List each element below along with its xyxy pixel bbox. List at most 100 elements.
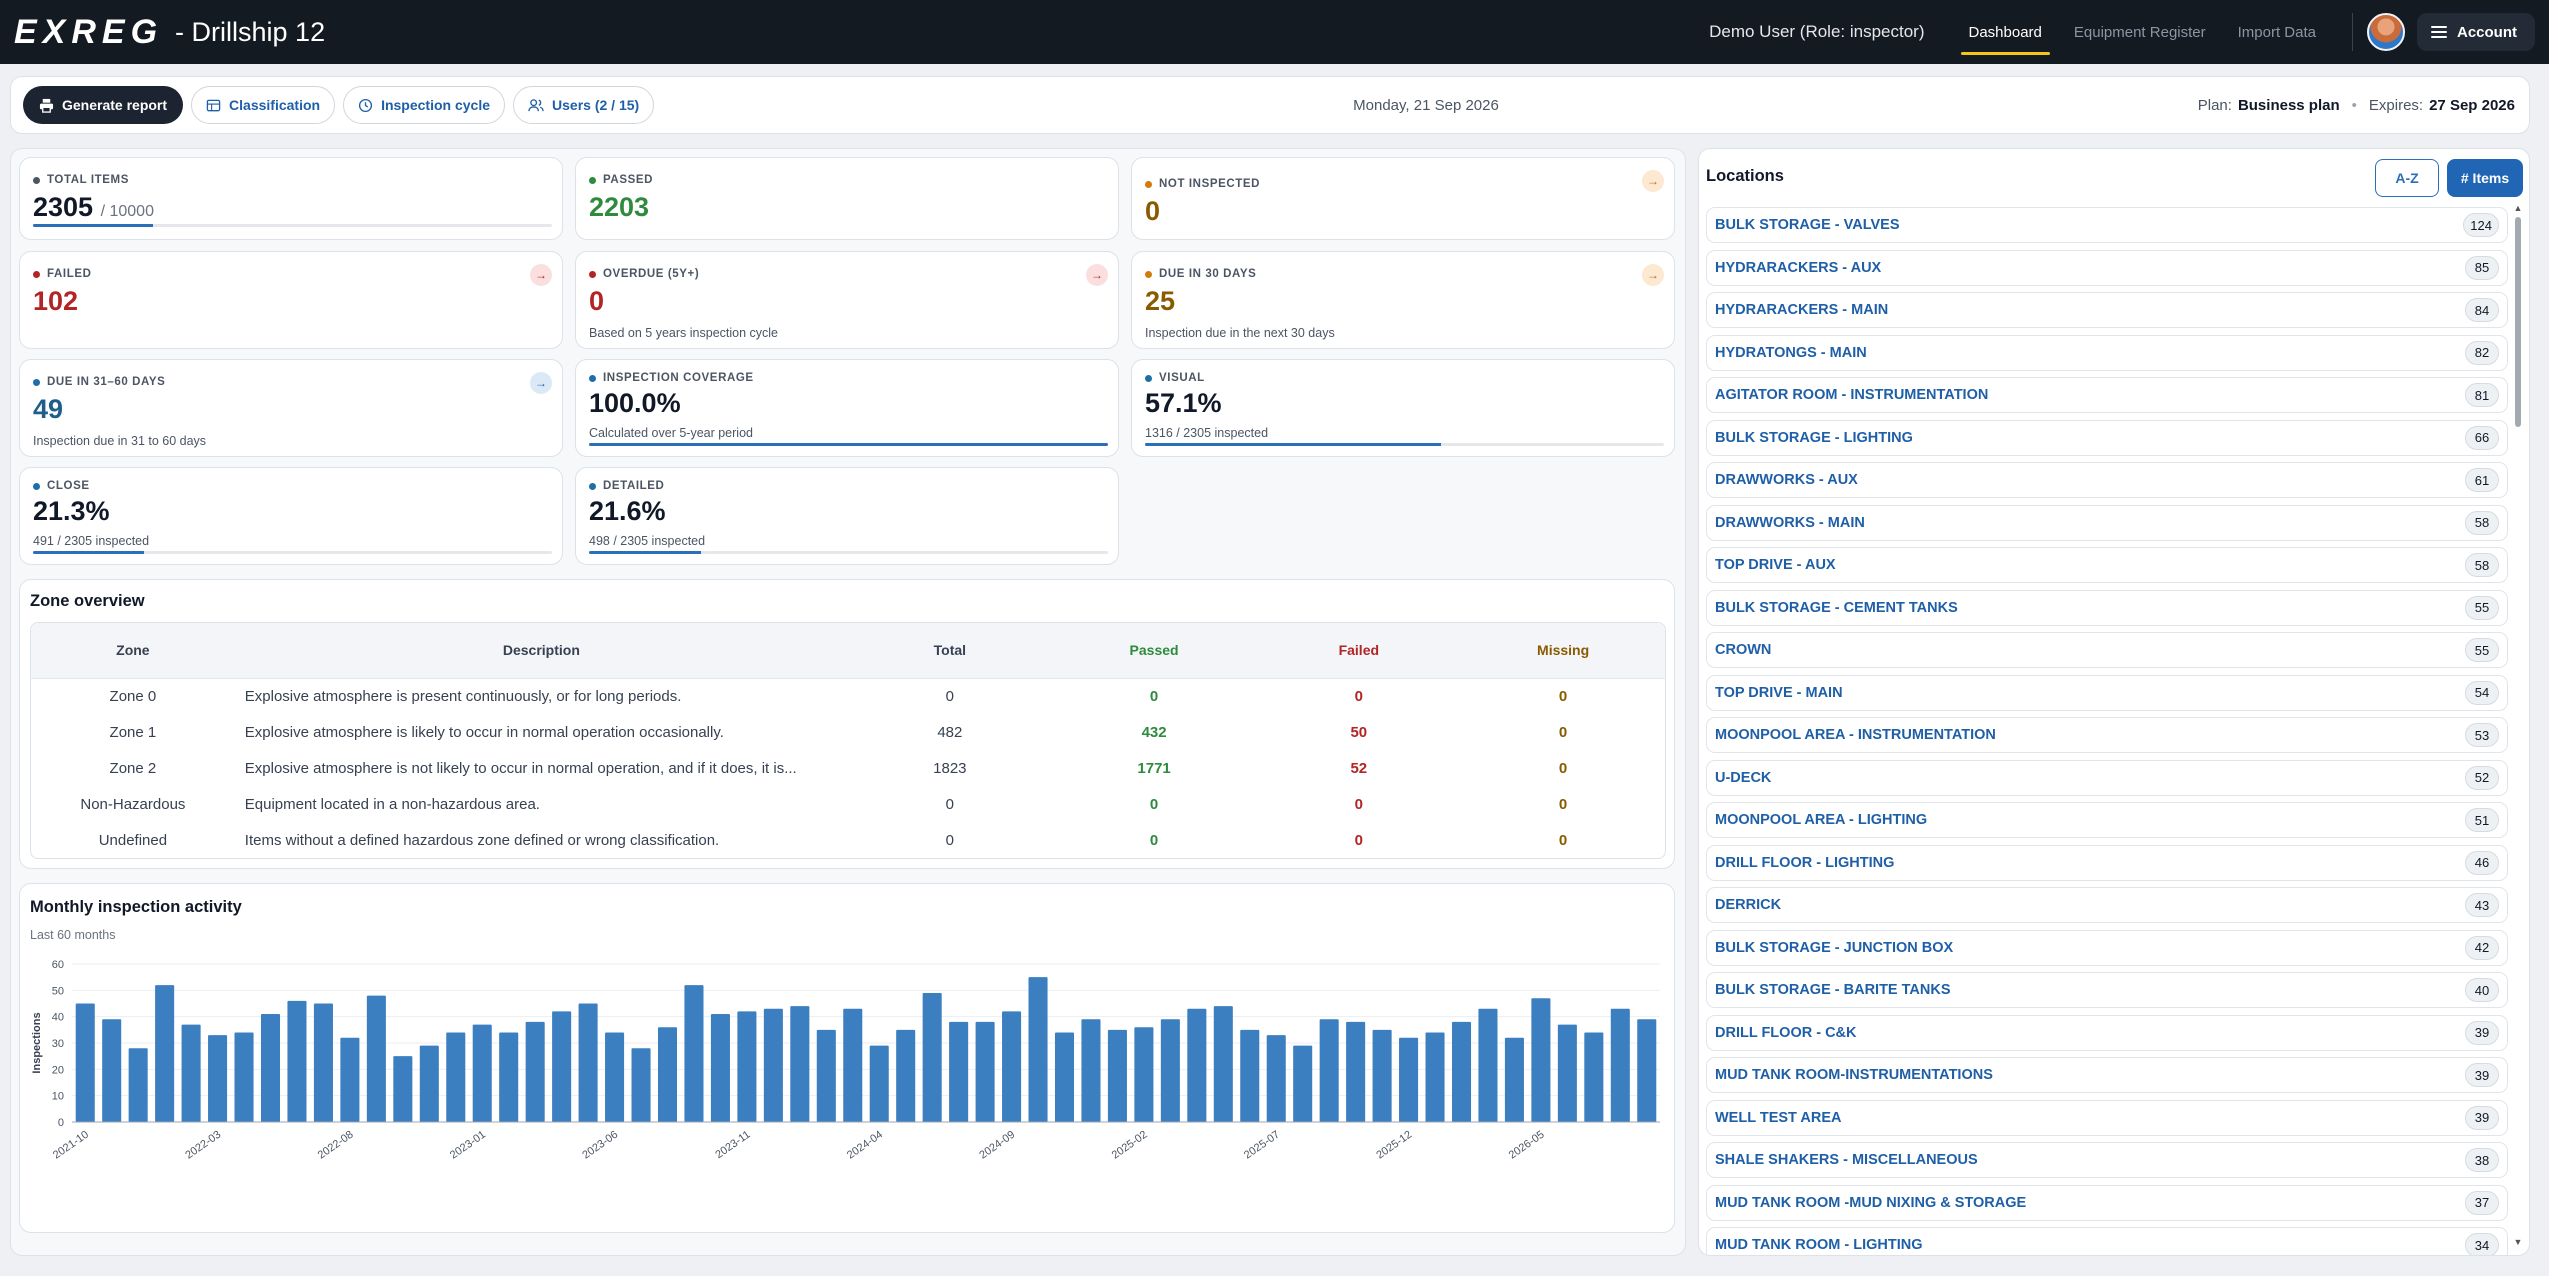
location-name[interactable]: BULK STORAGE - BARITE TANKS	[1715, 982, 1951, 998]
plan-value: Business plan	[2237, 96, 2340, 114]
location-name[interactable]: HYDRATONGS - MAIN	[1715, 344, 1867, 361]
location-name[interactable]: TOP DRIVE - AUX	[1715, 557, 1836, 573]
location-name[interactable]: DRILL FLOOR - LIGHTING	[1715, 854, 1895, 871]
location-name[interactable]: BULK STORAGE - JUNCTION BOX	[1715, 939, 1954, 956]
location-item[interactable]: BULK STORAGE - JUNCTION BOX 42	[1706, 929, 2508, 966]
zone-name: Zone 0	[109, 687, 157, 705]
kpi-label-text: CLOSE	[47, 480, 90, 492]
kpi-card-due-31-60-days[interactable]: DUE IN 31–60 DAYS 49 Inspection due in 3…	[19, 359, 563, 457]
scroll-up-icon[interactable]: ▲	[2513, 203, 2523, 213]
location-item[interactable]: DRILL FLOOR - LIGHTING 46	[1706, 844, 2508, 881]
kpi-label-text: TOTAL ITEMS	[47, 174, 129, 186]
location-name[interactable]: AGITATOR ROOM - INSTRUMENTATION	[1715, 387, 1989, 403]
classification-button[interactable]: Classification	[191, 86, 336, 124]
location-item[interactable]: TOP DRIVE - AUX 58	[1706, 547, 2508, 583]
kpi-value: 0	[589, 286, 605, 316]
location-name[interactable]: DRAWWORKS - MAIN	[1715, 514, 1865, 531]
location-name[interactable]: SHALE SHAKERS - MISCELLANEOUS	[1715, 1152, 1978, 1168]
location-name[interactable]: MUD TANK ROOM-INSTRUMENTATIONS	[1715, 1067, 1993, 1083]
nav-tab-equipment-register[interactable]: Equipment Register	[2073, 23, 2206, 41]
zone-total: 0	[945, 795, 954, 813]
location-name[interactable]: CROWN	[1715, 642, 1772, 658]
location-name[interactable]: TOP DRIVE - MAIN	[1715, 684, 1843, 701]
locations-panel: Locations A-Z # Items BULK STORAGE - VAL…	[1698, 148, 2530, 1256]
location-name[interactable]: MOONPOOL AREA - LIGHTING	[1715, 812, 1928, 828]
bar	[1637, 1019, 1657, 1122]
location-name[interactable]: MOONPOOL AREA - INSTRUMENTATION	[1715, 727, 1996, 743]
location-item[interactable]: CROWN 55	[1706, 632, 2508, 668]
location-item[interactable]: DRILL FLOOR - C&K 39	[1706, 1014, 2508, 1051]
progress-bar	[33, 551, 552, 554]
progress-fill	[589, 551, 702, 554]
kpi-card-due-30-days[interactable]: DUE IN 30 DAYS 25 Inspection due in the …	[1131, 251, 1675, 349]
generate-report-button[interactable]: Generate report	[23, 86, 184, 124]
location-name[interactable]: HYDRARACKERS - AUX	[1715, 259, 1882, 276]
kpi-label-text: VISUAL	[1159, 372, 1205, 384]
bar	[1319, 1019, 1339, 1122]
scroll-thumb[interactable]	[2515, 217, 2521, 427]
sort-by-items-button[interactable]: # Items	[2447, 159, 2523, 197]
zone-failed: 50	[1350, 723, 1368, 741]
location-name[interactable]: MUD TANK ROOM -MUD NIXING & STORAGE	[1715, 1194, 2027, 1211]
location-item[interactable]: HYDRARACKERS - MAIN 84	[1706, 292, 2508, 328]
location-item[interactable]: DRAWWORKS - AUX 61	[1706, 462, 2508, 498]
arrow-right-icon[interactable]: →	[530, 372, 552, 394]
nav-tab-import-data[interactable]: Import Data	[2237, 23, 2316, 41]
bar	[260, 1014, 281, 1122]
location-name[interactable]: BULK STORAGE - CEMENT TANKS	[1715, 599, 1958, 616]
kpi-capacity: / 10000	[100, 203, 154, 220]
location-name[interactable]: DRAWWORKS - AUX	[1715, 472, 1858, 488]
sort-alphabetical-button[interactable]: A-Z	[2375, 159, 2439, 197]
location-item[interactable]: TOP DRIVE - MAIN 54	[1706, 674, 2508, 711]
location-name[interactable]: MUD TANK ROOM - LIGHTING	[1715, 1237, 1923, 1253]
location-item[interactable]: BULK STORAGE - BARITE TANKS 40	[1706, 972, 2508, 1008]
location-name[interactable]: BULK STORAGE - LIGHTING	[1715, 429, 1913, 446]
location-item[interactable]: MUD TANK ROOM - LIGHTING 34	[1706, 1227, 2508, 1255]
location-item[interactable]: DRAWWORKS - MAIN 58	[1706, 504, 2508, 541]
kpi-label: DUE IN 31–60 DAYS	[33, 376, 165, 388]
location-name[interactable]: DRILL FLOOR - C&K	[1715, 1024, 1857, 1041]
arrow-right-icon[interactable]: →	[1642, 170, 1664, 192]
location-item[interactable]: U-DECK 52	[1706, 759, 2508, 796]
y-tick-label: 0	[58, 1117, 64, 1129]
location-item[interactable]: DERRICK 43	[1706, 887, 2508, 923]
location-name[interactable]: U-DECK	[1715, 769, 1772, 786]
brand[interactable]: EXREG - Drillship 12	[14, 13, 325, 52]
location-item[interactable]: MUD TANK ROOM-INSTRUMENTATIONS 39	[1706, 1057, 2508, 1093]
exreg-logo[interactable]: EXREG	[14, 12, 164, 51]
location-item[interactable]: BULK STORAGE - CEMENT TANKS 55	[1706, 589, 2508, 626]
kpi-card-failed[interactable]: FAILED 102 →	[19, 251, 563, 349]
zone-row: Zone 1 Explosive atmosphere is likely to …	[31, 714, 1665, 750]
kpi-card-not-inspected[interactable]: NOT INSPECTED 0 →	[1131, 157, 1675, 240]
nav-tab-dashboard[interactable]: Dashboard	[1960, 0, 2051, 64]
location-item[interactable]: MOONPOOL AREA - LIGHTING 51	[1706, 802, 2508, 838]
location-name[interactable]: WELL TEST AREA	[1715, 1109, 1842, 1126]
kpi-card-overdue[interactable]: OVERDUE (5Y+) 0 Based on 5 years inspect…	[575, 251, 1119, 349]
location-name[interactable]: DERRICK	[1715, 897, 1782, 913]
expires-value: 27 Sep 2026	[2429, 96, 2515, 114]
bar	[102, 1019, 122, 1122]
location-item[interactable]: AGITATOR ROOM - INSTRUMENTATION 81	[1706, 377, 2508, 413]
location-item[interactable]: BULK STORAGE - VALVES 124	[1706, 207, 2508, 243]
location-name[interactable]: BULK STORAGE - VALVES	[1715, 217, 1900, 233]
location-item[interactable]: SHALE SHAKERS - MISCELLANEOUS 38	[1706, 1142, 2508, 1178]
location-item[interactable]: MOONPOOL AREA - INSTRUMENTATION 53	[1706, 717, 2508, 753]
arrow-right-icon[interactable]: →	[1086, 264, 1108, 286]
location-name[interactable]: HYDRARACKERS - MAIN	[1715, 302, 1889, 318]
location-item[interactable]: BULK STORAGE - LIGHTING 66	[1706, 419, 2508, 456]
bar	[1028, 977, 1048, 1122]
location-count-badge: 61	[2465, 468, 2499, 492]
account-menu-button[interactable]: Account	[2417, 13, 2535, 51]
user-avatar[interactable]	[2367, 13, 2405, 51]
locations-scrollbar[interactable]: ▲ ▼	[2513, 203, 2523, 1247]
bar	[1478, 1008, 1498, 1122]
users-button[interactable]: Users (2 / 15)	[513, 86, 655, 124]
arrow-right-icon[interactable]: →	[530, 264, 552, 286]
location-item[interactable]: WELL TEST AREA 39	[1706, 1099, 2508, 1136]
arrow-right-icon[interactable]: →	[1642, 264, 1664, 286]
scroll-down-icon[interactable]: ▼	[2513, 1237, 2523, 1247]
location-item[interactable]: MUD TANK ROOM -MUD NIXING & STORAGE 37	[1706, 1184, 2508, 1221]
location-item[interactable]: HYDRARACKERS - AUX 85	[1706, 249, 2508, 286]
location-item[interactable]: HYDRATONGS - MAIN 82	[1706, 334, 2508, 371]
inspection-cycle-button[interactable]: Inspection cycle	[343, 86, 506, 124]
